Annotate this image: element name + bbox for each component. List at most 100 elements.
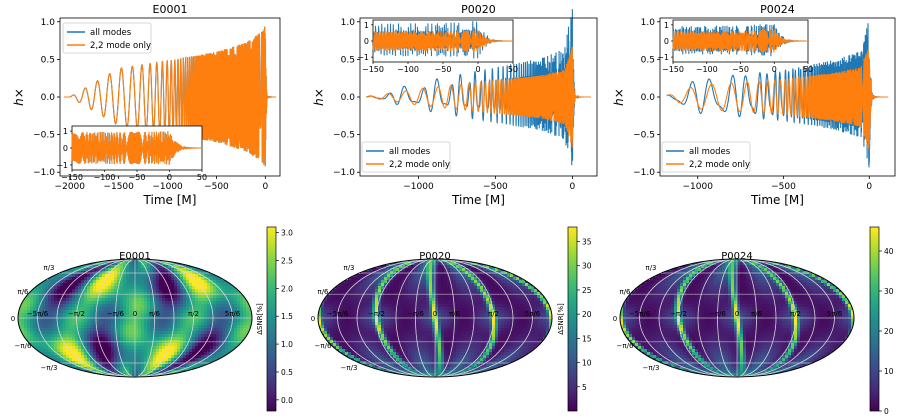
heatmap-cell bbox=[81, 274, 85, 278]
heatmap-cell bbox=[504, 277, 508, 281]
heatmap-cell bbox=[363, 280, 367, 284]
heatmap-cell bbox=[90, 280, 94, 284]
heatmap-cell bbox=[117, 289, 121, 293]
heatmap-cell bbox=[93, 343, 97, 347]
heatmap-cell bbox=[96, 283, 100, 287]
heatmap-cell bbox=[411, 352, 415, 356]
heatmap-cell bbox=[207, 346, 211, 350]
heatmap-cell bbox=[414, 334, 418, 338]
heatmap-cell bbox=[330, 319, 334, 323]
heatmap-cell bbox=[84, 292, 88, 296]
heatmap-cell bbox=[423, 289, 427, 293]
heatmap-cell bbox=[444, 289, 448, 293]
heatmap-cell bbox=[225, 292, 229, 296]
heatmap-cell bbox=[63, 355, 67, 359]
heatmap-cell bbox=[66, 283, 70, 287]
heatmap-cell bbox=[174, 310, 178, 314]
heatmap-cell bbox=[402, 346, 406, 350]
heatmap-cell bbox=[39, 328, 43, 332]
heatmap-cell bbox=[330, 304, 334, 308]
heatmap-cell bbox=[414, 277, 418, 281]
heatmap-cell bbox=[402, 343, 406, 347]
heatmap-cell bbox=[171, 313, 175, 317]
heatmap-cell bbox=[207, 322, 211, 326]
heatmap-cell bbox=[483, 298, 487, 302]
heatmap-cell bbox=[81, 277, 85, 281]
heatmap-cell bbox=[123, 370, 127, 374]
heatmap-cell bbox=[246, 328, 250, 332]
heatmap-cell bbox=[495, 352, 499, 356]
heatmap-cell bbox=[426, 286, 430, 290]
heatmap-cell bbox=[198, 325, 202, 329]
heatmap-cell bbox=[39, 313, 43, 317]
heatmap-cell bbox=[81, 367, 85, 371]
heatmap-cell bbox=[120, 322, 124, 326]
heatmap-cell bbox=[441, 319, 445, 323]
heatmap-cell bbox=[390, 298, 394, 302]
heatmap-cell bbox=[24, 319, 28, 323]
heatmap-cell bbox=[390, 292, 394, 296]
heatmap-cell bbox=[435, 373, 439, 377]
heatmap-cell bbox=[525, 328, 529, 332]
heatmap-cell bbox=[99, 274, 103, 278]
heatmap-cell bbox=[147, 313, 151, 317]
heatmap-cell bbox=[474, 310, 478, 314]
heatmap-cell bbox=[132, 310, 136, 314]
heatmap-cell bbox=[477, 268, 481, 272]
heatmap-cell bbox=[432, 304, 436, 308]
heatmap-cell bbox=[357, 274, 361, 278]
heatmap-cell bbox=[414, 280, 418, 284]
heatmap-cell bbox=[387, 334, 391, 338]
heatmap-cell bbox=[396, 364, 400, 368]
heatmap-cell bbox=[240, 322, 244, 326]
heatmap-cell bbox=[402, 277, 406, 281]
heatmap-cell bbox=[222, 286, 226, 290]
heatmap-cell bbox=[141, 367, 145, 371]
heatmap-cell bbox=[453, 355, 457, 359]
heatmap-cell bbox=[441, 331, 445, 335]
heatmap-cell bbox=[132, 373, 136, 377]
heatmap-cell bbox=[483, 325, 487, 329]
heatmap-cell bbox=[375, 343, 379, 347]
heatmap-cell bbox=[213, 358, 217, 362]
heatmap-cell bbox=[51, 352, 55, 356]
heatmap-cell bbox=[144, 346, 148, 350]
heatmap-cell bbox=[210, 334, 214, 338]
heatmap-cell bbox=[522, 280, 526, 284]
heatmap-cell bbox=[54, 313, 58, 317]
heatmap-cell bbox=[453, 331, 457, 335]
heatmap-cell bbox=[357, 355, 361, 359]
heatmap-cell bbox=[375, 268, 379, 272]
heatmap-cell bbox=[318, 319, 322, 323]
heatmap-cell bbox=[402, 268, 406, 272]
heatmap-cell bbox=[441, 337, 445, 341]
heatmap-cell bbox=[339, 337, 343, 341]
heatmap-cell bbox=[240, 307, 244, 311]
heatmap-cell bbox=[177, 352, 181, 356]
heatmap-cell bbox=[495, 346, 499, 350]
heatmap-cell bbox=[336, 325, 340, 329]
heatmap-cell bbox=[159, 313, 163, 317]
heatmap-cell bbox=[102, 334, 106, 338]
heatmap-cell bbox=[408, 313, 412, 317]
heatmap-cell bbox=[204, 355, 208, 359]
heatmap-cell bbox=[63, 349, 67, 353]
heatmap-cell bbox=[45, 328, 49, 332]
heatmap-cell bbox=[342, 298, 346, 302]
heatmap-cell bbox=[171, 370, 175, 374]
heatmap-cell bbox=[81, 322, 85, 326]
heatmap-cell bbox=[528, 325, 532, 329]
heatmap-cell bbox=[108, 355, 112, 359]
heatmap-cell bbox=[426, 337, 430, 341]
waveform-panel-E0001: E0001−2000 −1500 −1000 −500 0−1.0−0.50.00.51… bbox=[12, 3, 281, 207]
heatmap-cell bbox=[150, 277, 154, 281]
series-2-2-mode-only bbox=[666, 49, 889, 149]
heatmap-cell bbox=[42, 283, 46, 287]
heatmap-cell bbox=[399, 280, 403, 284]
latitude-label: −π/3 bbox=[41, 364, 58, 372]
heatmap-cell bbox=[45, 319, 49, 323]
heatmap-cell bbox=[144, 301, 148, 305]
heatmap-cell bbox=[105, 283, 109, 287]
heatmap-cell bbox=[225, 343, 229, 347]
